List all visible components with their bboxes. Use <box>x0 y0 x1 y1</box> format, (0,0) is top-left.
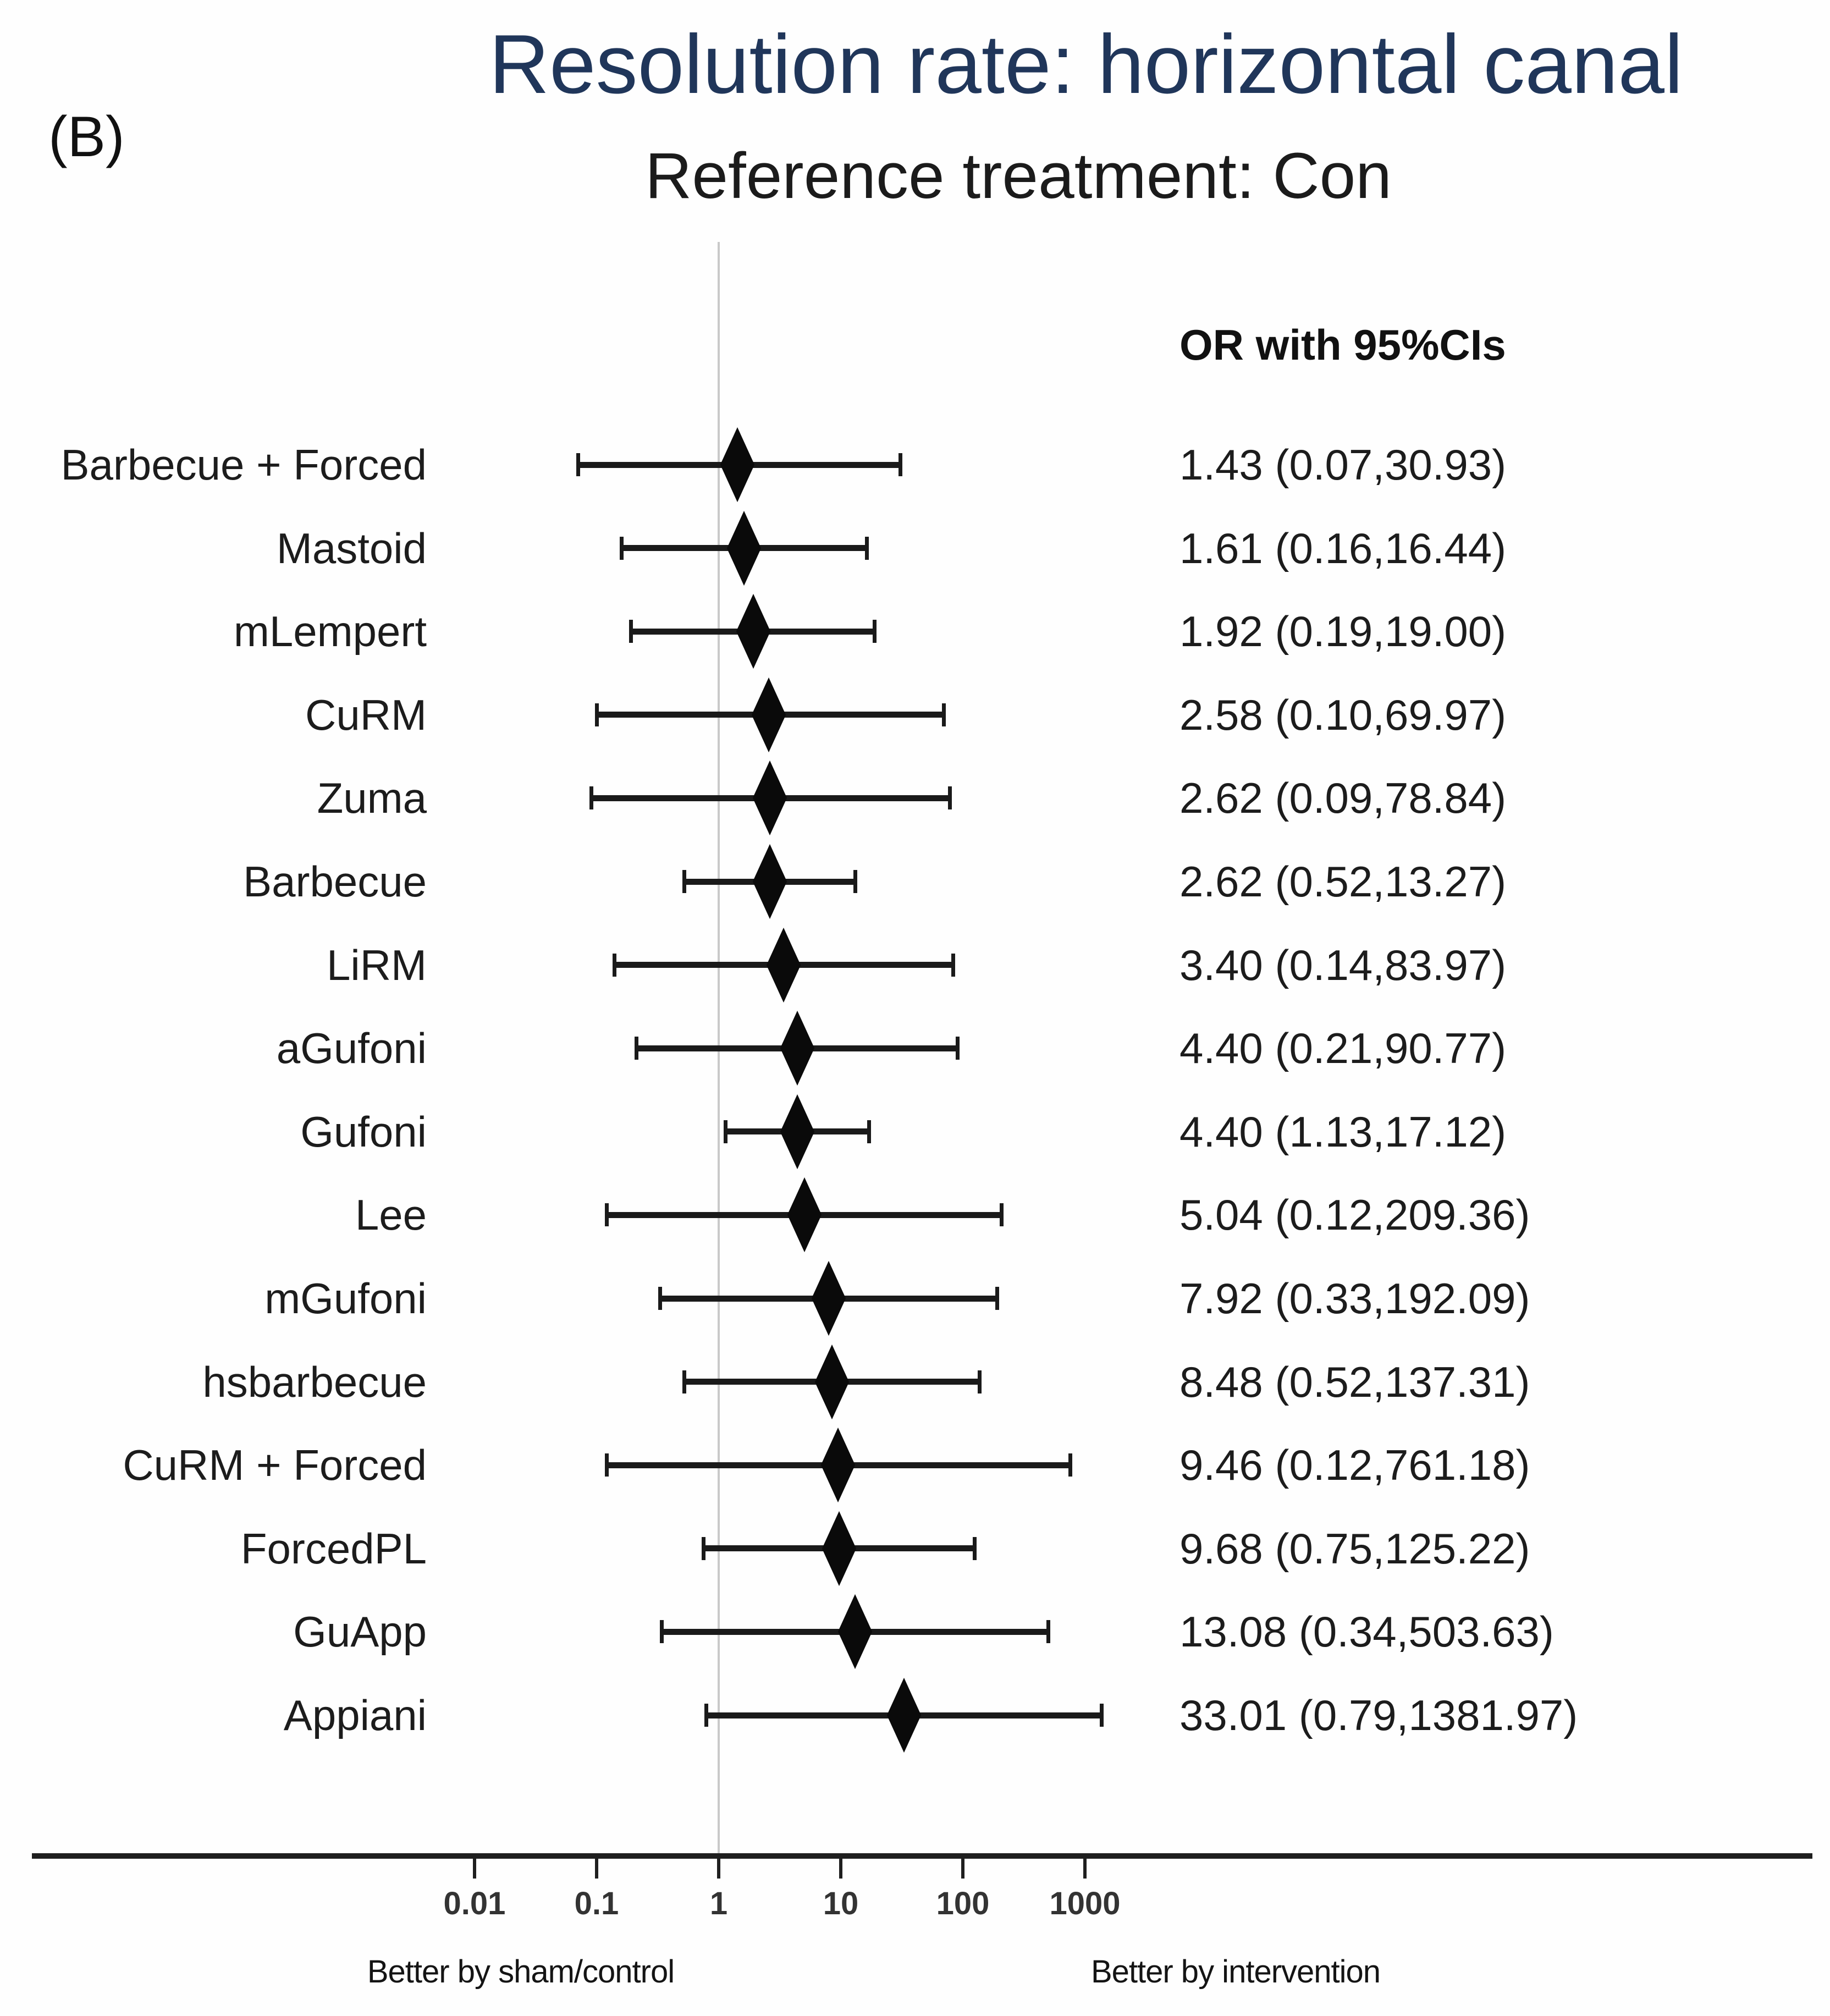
or-ci-value: 1.43 (0.07,30.93) <box>1179 440 1507 489</box>
ci-cap-high <box>951 953 956 977</box>
or-ci-value: 2.62 (0.09,78.84) <box>1179 774 1507 823</box>
x-axis-tick-label: 100 <box>936 1886 990 1921</box>
or-point-diamond <box>887 1677 922 1753</box>
ci-cap-low <box>634 1037 638 1060</box>
or-ci-value: 1.92 (0.19,19.00) <box>1179 607 1507 656</box>
ci-cap-high <box>972 1536 977 1560</box>
ci-cap-high <box>867 1120 871 1143</box>
or-point-diamond <box>820 1428 855 1503</box>
or-point-diamond <box>780 1011 814 1086</box>
or-point-diamond <box>811 1260 846 1336</box>
x-axis-line <box>32 1853 1812 1859</box>
panel-label: (B) <box>48 105 125 169</box>
or-ci-value: 4.40 (1.13,17.12) <box>1179 1107 1507 1156</box>
or-ci-value: 2.62 (0.52,13.27) <box>1179 857 1507 906</box>
x-axis-tick-label: 10 <box>823 1886 859 1921</box>
ci-cap-high <box>995 1287 999 1310</box>
ci-cap-low <box>620 536 624 560</box>
ci-cap-low <box>604 1203 609 1227</box>
treatment-label: mGufoni <box>264 1274 427 1323</box>
treatment-label: Gufoni <box>300 1107 427 1156</box>
ci-cap-low <box>658 1287 663 1310</box>
treatment-label: Zuma <box>317 774 427 823</box>
or-point-diamond <box>726 510 762 586</box>
ci-cap-low <box>604 1453 609 1477</box>
or-ci-value: 7.92 (0.33,192.09) <box>1179 1274 1530 1323</box>
or-point-diamond <box>787 1177 822 1253</box>
ci-cap-high <box>941 703 946 726</box>
or-column-header: OR with 95%CIs <box>1179 321 1506 369</box>
ci-cap-high <box>864 536 869 560</box>
or-ci-value: 1.61 (0.16,16.44) <box>1179 524 1507 572</box>
or-ci-value: 3.40 (0.14,83.97) <box>1179 940 1507 989</box>
x-axis-tick <box>839 1855 842 1879</box>
ci-cap-high <box>1000 1203 1004 1227</box>
treatment-label: Mastoid <box>276 524 427 572</box>
treatment-label: LiRM <box>326 940 427 989</box>
x-axis-tick <box>717 1855 720 1879</box>
or-point-diamond <box>752 677 786 752</box>
ci-cap-high <box>948 786 952 810</box>
ci-cap-low <box>723 1120 727 1143</box>
x-axis-tick-label: 0.1 <box>574 1886 619 1921</box>
treatment-label: mLempert <box>233 607 427 656</box>
ci-cap-high <box>853 870 858 893</box>
or-ci-value: 9.68 (0.75,125.22) <box>1179 1524 1530 1573</box>
ci-cap-low <box>682 1370 686 1393</box>
ci-cap-low <box>629 620 633 643</box>
x-axis-tick-label: 1 <box>709 1886 728 1921</box>
or-point-diamond <box>780 1094 814 1169</box>
x-axis-tick <box>961 1855 964 1879</box>
ci-cap-high <box>955 1037 960 1060</box>
treatment-label: hsbarbecue <box>202 1357 427 1406</box>
or-point-diamond <box>720 427 755 503</box>
or-ci-value: 4.40 (0.21,90.77) <box>1179 1024 1507 1073</box>
ci-cap-high <box>898 453 902 476</box>
treatment-label: Barbecue <box>243 857 427 906</box>
x-axis-tick <box>595 1855 598 1879</box>
treatment-label: GuApp <box>293 1607 427 1656</box>
ci-cap-low <box>576 453 580 476</box>
x-axis-label-left: Better by sham/control <box>367 1954 675 1990</box>
x-axis-tick <box>473 1855 476 1879</box>
or-ci-value: 9.46 (0.12,761.18) <box>1179 1441 1530 1490</box>
treatment-label: CuRM <box>305 690 427 739</box>
or-point-diamond <box>822 1511 856 1586</box>
treatment-label: aGufoni <box>276 1024 427 1073</box>
ci-cap-low <box>659 1620 664 1644</box>
ci-cap-high <box>1100 1704 1104 1727</box>
treatment-label: CuRM + Forced <box>123 1441 427 1490</box>
or-ci-value: 33.01 (0.79,1381.97) <box>1179 1691 1578 1739</box>
or-ci-value: 2.58 (0.10,69.97) <box>1179 690 1507 739</box>
ci-cap-low <box>595 703 599 726</box>
x-axis-label-right: Better by intervention <box>1090 1954 1381 1990</box>
or-ci-value: 8.48 (0.52,137.31) <box>1179 1357 1530 1406</box>
ci-cap-low <box>613 953 617 977</box>
treatment-label: Lee <box>355 1191 427 1240</box>
or-point-diamond <box>766 927 801 1003</box>
ci-cap-high <box>977 1370 982 1393</box>
or-ci-value: 5.04 (0.12,209.36) <box>1179 1191 1530 1240</box>
chart-title: Resolution rate: horizontal canal <box>489 18 1683 111</box>
or-point-diamond <box>814 1344 850 1419</box>
x-axis-tick <box>1083 1855 1087 1879</box>
treatment-label: Appiani <box>283 1691 427 1739</box>
treatment-label: ForcedPL <box>240 1524 427 1573</box>
or-point-diamond <box>752 761 787 836</box>
chart-subtitle: Reference treatment: Con <box>645 140 1392 212</box>
ci-cap-high <box>872 620 877 643</box>
treatment-label: Barbecue + Forced <box>60 440 427 489</box>
ci-cap-low <box>682 870 686 893</box>
or-point-diamond <box>752 844 787 919</box>
x-axis-tick-label: 1000 <box>1049 1886 1121 1921</box>
or-point-diamond <box>736 594 771 669</box>
x-axis-tick-label: 0.01 <box>443 1886 506 1921</box>
ci-cap-high <box>1068 1453 1072 1477</box>
ci-cap-low <box>702 1536 706 1560</box>
or-point-diamond <box>837 1594 872 1670</box>
ci-cap-low <box>704 1704 709 1727</box>
ci-cap-high <box>1046 1620 1050 1644</box>
ci-cap-low <box>589 786 593 810</box>
or-ci-value: 13.08 (0.34,503.63) <box>1179 1607 1554 1656</box>
